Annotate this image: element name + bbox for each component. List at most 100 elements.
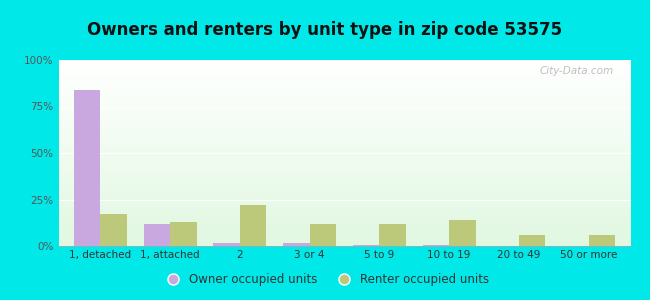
Bar xyxy=(58,0,630,182)
Bar xyxy=(58,0,630,176)
Bar xyxy=(58,0,630,86)
Bar xyxy=(58,36,630,222)
Bar xyxy=(58,0,630,68)
Bar xyxy=(58,0,630,89)
Bar xyxy=(58,40,630,226)
Bar xyxy=(58,0,630,103)
Bar xyxy=(58,0,630,95)
Bar xyxy=(58,0,630,185)
Bar xyxy=(58,0,630,122)
Bar xyxy=(58,0,630,147)
Bar xyxy=(58,0,630,148)
Bar xyxy=(58,0,630,166)
Bar xyxy=(58,0,630,74)
Bar xyxy=(58,0,630,71)
Bar xyxy=(58,0,630,135)
Bar xyxy=(58,0,630,124)
Bar xyxy=(58,0,630,160)
Bar xyxy=(58,0,630,164)
Bar xyxy=(58,0,630,101)
Bar xyxy=(58,25,630,211)
Bar xyxy=(58,0,630,85)
Bar xyxy=(58,0,630,133)
Bar xyxy=(58,39,630,225)
Bar xyxy=(449,220,476,246)
Bar xyxy=(58,0,630,156)
Bar xyxy=(58,14,630,200)
Bar xyxy=(58,29,630,215)
Bar xyxy=(58,0,630,174)
Bar xyxy=(58,0,630,79)
Bar xyxy=(58,0,630,118)
Bar xyxy=(58,60,630,246)
Bar xyxy=(58,0,630,143)
Bar xyxy=(58,0,630,178)
Bar xyxy=(58,44,630,230)
Bar xyxy=(58,0,630,150)
Bar xyxy=(58,37,630,223)
Bar xyxy=(58,0,630,146)
Bar xyxy=(58,1,630,187)
Bar xyxy=(58,0,630,112)
Bar xyxy=(58,0,630,151)
Bar xyxy=(58,27,630,214)
Bar xyxy=(144,224,170,246)
Bar xyxy=(58,5,630,191)
Bar xyxy=(58,0,630,184)
Bar xyxy=(58,59,630,245)
Bar xyxy=(58,35,630,221)
Bar xyxy=(58,0,630,160)
Bar xyxy=(58,0,630,127)
Bar xyxy=(519,235,545,246)
Bar xyxy=(58,0,630,163)
Bar xyxy=(58,0,630,184)
Bar xyxy=(58,0,630,126)
Bar xyxy=(589,235,615,246)
Bar xyxy=(58,0,630,161)
Bar xyxy=(100,214,127,246)
Bar xyxy=(58,42,630,228)
Bar xyxy=(58,0,630,64)
Bar xyxy=(58,0,630,70)
Bar xyxy=(58,43,630,229)
Bar xyxy=(58,56,630,242)
Bar xyxy=(58,32,630,218)
Bar xyxy=(58,0,630,61)
Bar xyxy=(58,0,630,116)
Bar xyxy=(58,4,630,190)
Bar xyxy=(58,0,630,120)
Bar xyxy=(58,0,630,91)
Bar xyxy=(58,0,630,136)
Bar xyxy=(58,0,630,145)
Bar xyxy=(58,0,630,66)
Bar xyxy=(58,0,630,96)
Bar xyxy=(74,90,100,246)
Bar xyxy=(58,24,630,210)
Bar xyxy=(58,0,630,69)
Bar xyxy=(58,0,630,170)
Bar xyxy=(58,0,630,84)
Bar xyxy=(58,0,630,129)
Bar xyxy=(58,18,630,204)
Bar xyxy=(380,224,406,246)
Bar xyxy=(58,0,630,88)
Bar xyxy=(58,0,630,144)
Bar xyxy=(58,46,630,232)
Bar xyxy=(58,0,630,94)
Bar xyxy=(58,38,630,224)
Bar xyxy=(58,14,630,200)
Bar xyxy=(58,0,630,132)
Bar xyxy=(58,0,630,83)
Bar xyxy=(58,0,630,134)
Bar xyxy=(58,0,630,173)
Bar xyxy=(58,40,630,226)
Bar xyxy=(170,222,196,246)
Bar xyxy=(58,52,630,238)
Bar xyxy=(58,26,630,212)
Bar xyxy=(58,0,630,137)
Bar xyxy=(58,0,630,125)
Bar xyxy=(58,0,630,106)
Bar xyxy=(58,6,630,192)
Bar xyxy=(58,20,630,206)
Bar xyxy=(58,0,630,165)
